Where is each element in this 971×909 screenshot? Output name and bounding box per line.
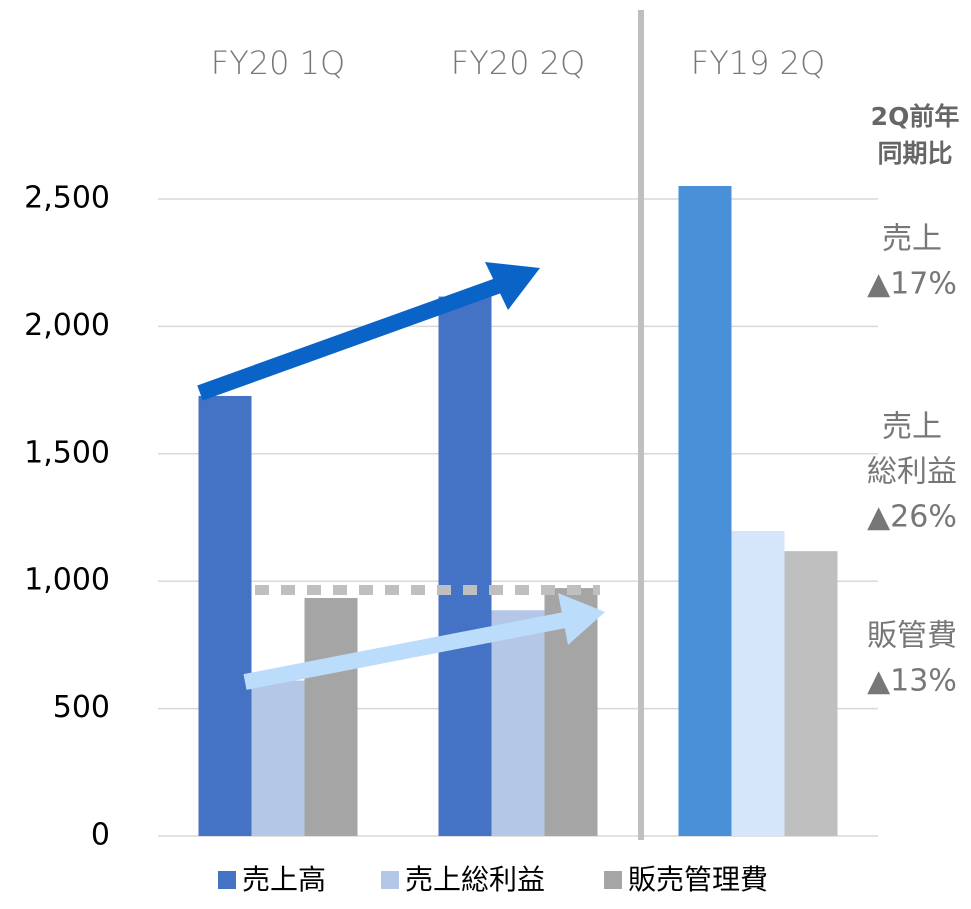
annotation: 売上 — [882, 410, 942, 445]
legend-swatch — [604, 871, 622, 889]
x-category-label: FY20 1Q — [211, 44, 345, 82]
x-category-label: FY20 2Q — [451, 44, 585, 82]
bar — [438, 296, 492, 837]
bar — [304, 598, 358, 836]
plot: 0 500 1,000 1,500 2,000 2,500 FY20 1Q FY20 2Q FY… — [24, 44, 878, 853]
bar — [491, 610, 545, 836]
arrow-sales — [197, 262, 540, 401]
bar — [678, 186, 732, 837]
arrow-gross — [243, 593, 605, 690]
legend-swatch — [381, 871, 399, 889]
legend-swatch — [218, 871, 236, 889]
bar — [198, 395, 252, 836]
annotation: ▲26% — [867, 500, 957, 535]
annotation: ▲13% — [867, 664, 957, 699]
y-tick-label: 2,500 — [24, 181, 110, 216]
y-tick-label: 1,500 — [24, 435, 110, 470]
annotation: 2Q前年 — [871, 102, 960, 131]
bar — [251, 680, 305, 836]
y-tick-label: 500 — [53, 690, 110, 725]
legend-label: 販売管理費 — [628, 863, 768, 896]
bar — [784, 551, 838, 836]
bar — [731, 531, 785, 836]
legend-label: 売上総利益 — [405, 863, 545, 896]
annotation: ▲17% — [867, 267, 957, 302]
y-tick-label: 2,000 — [24, 308, 110, 343]
x-category-label: FY19 2Q — [691, 44, 825, 82]
legend-label: 売上高 — [242, 863, 326, 896]
y-tick-label: 1,000 — [24, 563, 110, 598]
annotation: 同期比 — [877, 139, 952, 168]
annotation: 総利益 — [867, 455, 957, 490]
annotation: 売上 — [882, 222, 942, 257]
y-tick-label: 0 — [91, 818, 110, 853]
annotation: 販管費 — [867, 619, 957, 654]
